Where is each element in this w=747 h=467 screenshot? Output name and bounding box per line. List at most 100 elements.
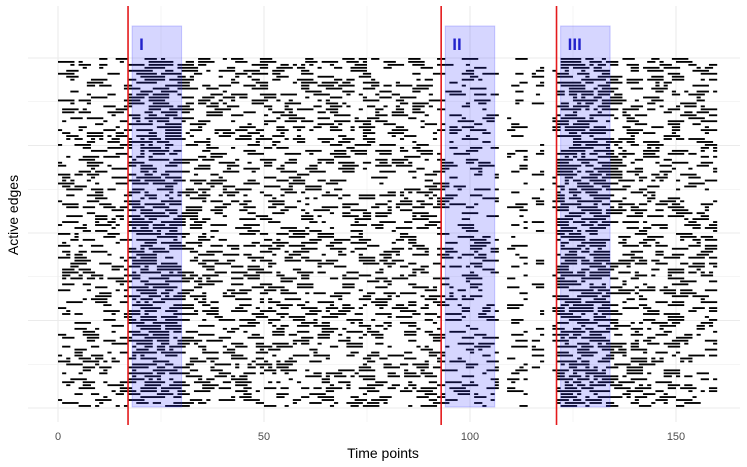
active-edge-mark (383, 402, 388, 404)
active-edge-mark (329, 384, 335, 387)
active-edge-mark (449, 129, 462, 132)
active-edge-mark (317, 161, 322, 164)
active-edge-mark (177, 390, 186, 393)
active-edge-mark (231, 277, 244, 280)
active-edge-mark (235, 384, 248, 387)
active-edge-mark (676, 212, 693, 215)
active-edge-mark (128, 173, 137, 176)
active-edge-mark (235, 363, 240, 366)
active-edge-mark (622, 111, 627, 114)
active-edge-mark (354, 63, 367, 66)
active-edge-mark (490, 247, 499, 250)
active-edge-mark (659, 357, 664, 360)
active-edge-mark (622, 244, 639, 247)
active-edge-mark (103, 381, 108, 384)
active-edge-mark (305, 259, 322, 262)
active-edge-mark (428, 99, 446, 102)
active-edge-mark (161, 221, 186, 223)
active-edge-mark (704, 348, 718, 351)
active-edge-mark (437, 152, 442, 155)
active-edge-mark (62, 283, 75, 286)
active-edge-mark (589, 135, 594, 137)
active-edge-mark (597, 396, 623, 398)
active-edge-mark (692, 84, 709, 87)
active-edge-mark (123, 313, 141, 315)
active-edge-mark (371, 224, 384, 226)
active-edge-mark (671, 90, 676, 93)
active-edge-mark (123, 268, 129, 271)
active-edge-mark (140, 144, 145, 146)
active-edge-mark (671, 78, 685, 81)
active-edge-mark (708, 63, 718, 66)
active-edge-mark (465, 102, 470, 105)
active-edge-mark (387, 63, 405, 66)
active-edge-mark (128, 230, 153, 232)
active-edge-mark (511, 381, 516, 384)
active-edge-mark (671, 321, 681, 324)
active-edge-mark (523, 393, 528, 396)
active-edge-mark (556, 230, 573, 232)
active-edge-mark (284, 405, 289, 407)
active-edge-mark (288, 253, 302, 256)
active-edge-mark (140, 298, 153, 301)
active-edge-mark (523, 363, 528, 366)
active-edge-mark (296, 286, 314, 289)
active-edge-mark (243, 200, 252, 203)
active-edge-mark (564, 387, 578, 390)
active-edge-mark (667, 271, 685, 274)
active-edge-mark (231, 327, 240, 330)
active-edge-mark (90, 298, 108, 301)
active-edge-mark (531, 72, 536, 75)
active-edge-mark (259, 292, 269, 295)
active-edge-mark (329, 63, 335, 66)
active-edge-mark (288, 182, 306, 185)
active-edge-mark (350, 250, 355, 253)
active-edge-mark (148, 149, 170, 152)
active-edge-mark (568, 87, 586, 90)
active-edge-mark (165, 405, 190, 407)
active-edge-mark (408, 58, 421, 60)
active-edge-mark (589, 114, 615, 117)
active-edge-mark (387, 295, 392, 298)
active-edge-mark (62, 336, 75, 339)
active-edge-mark (198, 188, 211, 191)
active-edge-mark (610, 63, 619, 66)
active-edge-mark (325, 244, 335, 247)
active-edge-mark (198, 60, 215, 63)
active-edge-mark (140, 307, 161, 309)
active-edge-mark (634, 330, 639, 333)
active-edge-mark (226, 105, 240, 108)
active-edge-mark (301, 87, 310, 90)
active-edge-mark (556, 283, 582, 286)
active-edge-mark (597, 170, 623, 173)
active-edge-mark (296, 141, 306, 143)
active-edge-mark (391, 384, 400, 387)
active-edge-mark (90, 149, 108, 152)
active-edge-mark (708, 280, 718, 283)
active-edge-mark (523, 378, 528, 381)
active-edge-mark (128, 224, 149, 226)
active-edge-mark (136, 342, 153, 345)
active-edge-mark (511, 123, 520, 126)
active-edge-mark (465, 206, 475, 209)
active-edge-mark (321, 194, 339, 197)
active-edge-mark (350, 209, 367, 212)
active-edge-mark (136, 348, 149, 351)
active-edge-mark (589, 274, 611, 277)
active-edge-mark (367, 280, 380, 283)
active-edge-mark (704, 209, 709, 212)
active-edge-mark (90, 96, 108, 99)
active-edge-mark (350, 235, 363, 238)
active-edge-mark (58, 60, 75, 63)
active-edge-mark (107, 253, 112, 256)
active-edge-mark (700, 155, 709, 158)
active-edge-mark (593, 313, 598, 315)
active-edge-mark (461, 78, 475, 81)
active-edge-mark (103, 360, 108, 363)
active-edge-mark (358, 108, 363, 111)
active-edge-mark (301, 120, 314, 123)
active-edge-mark (507, 117, 512, 120)
active-edge-mark (193, 390, 211, 393)
active-edge-mark (342, 327, 347, 330)
active-edge-mark (78, 60, 83, 63)
